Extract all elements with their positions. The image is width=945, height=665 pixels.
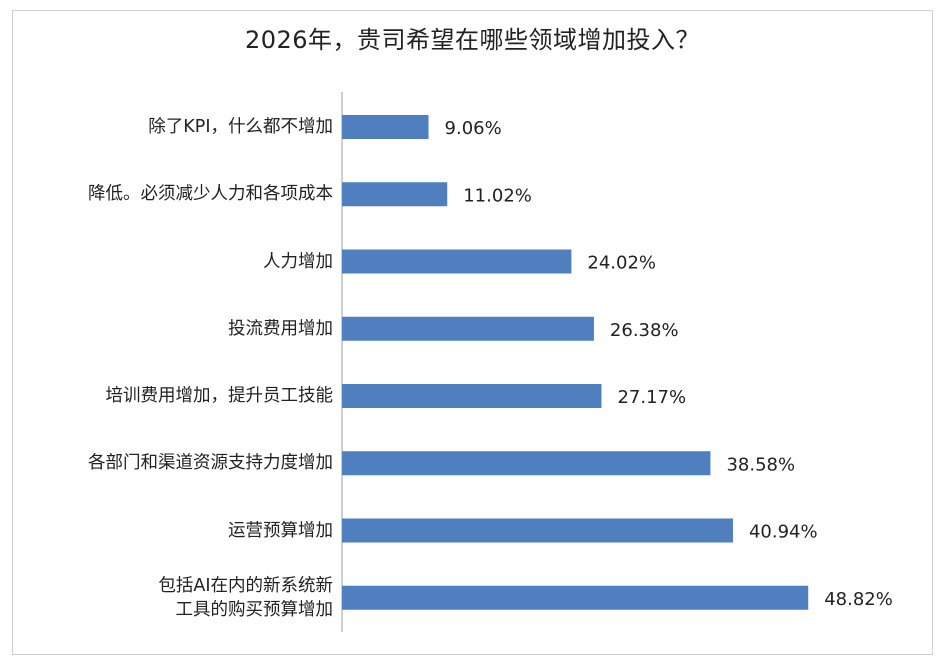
category-label-line: 降低。必须减少人力和各项成本 (88, 184, 333, 205)
bar (342, 518, 733, 543)
category-label: 培训费用增加，提升员工技能 (106, 384, 334, 408)
data-label: 38.58% (726, 454, 795, 475)
data-label: 26.38% (610, 320, 679, 341)
category-label-line: 培训费用增加，提升员工技能 (105, 386, 334, 406)
category-label-line: 投流费用增加 (228, 318, 333, 339)
category-label: 除了KPI，什么都不增加 (148, 115, 333, 139)
bar (342, 451, 711, 476)
data-label: 24.02% (587, 253, 656, 274)
bar (342, 249, 572, 274)
category-label: 包括AI在内的新系统新工具的购买预算增加 (158, 574, 333, 622)
category-label-line: 除了KPI，什么都不增加 (148, 117, 333, 137)
category-label: 运营预算增加 (228, 519, 333, 543)
chart-title: 2026年，贵司希望在哪些领域增加投入？ (244, 26, 701, 54)
bar (342, 115, 429, 139)
data-label: 11.02% (463, 185, 532, 206)
category-label-line: 各部门和渠道资源支持力度增加 (88, 453, 333, 474)
bar (342, 384, 602, 408)
data-label: 48.82% (824, 589, 893, 610)
bar (342, 316, 594, 341)
data-label: 40.94% (749, 522, 818, 543)
category-label-line: 人力增加 (263, 251, 333, 272)
category-label: 人力增加 (263, 250, 333, 274)
category-label: 投流费用增加 (228, 317, 333, 341)
bar (342, 585, 809, 610)
category-label-line: 运营预算增加 (228, 520, 333, 541)
category-label: 降低。必须减少人力和各项成本 (88, 182, 333, 206)
category-label-line: 包括AI在内的新系统新 (158, 575, 333, 596)
data-label: 9.06% (445, 118, 502, 139)
data-label: 27.17% (617, 387, 686, 408)
category-label: 各部门和渠道资源支持力度增加 (88, 451, 333, 475)
category-label-line: 工具的购买预算增加 (175, 599, 334, 620)
bar (342, 182, 448, 207)
